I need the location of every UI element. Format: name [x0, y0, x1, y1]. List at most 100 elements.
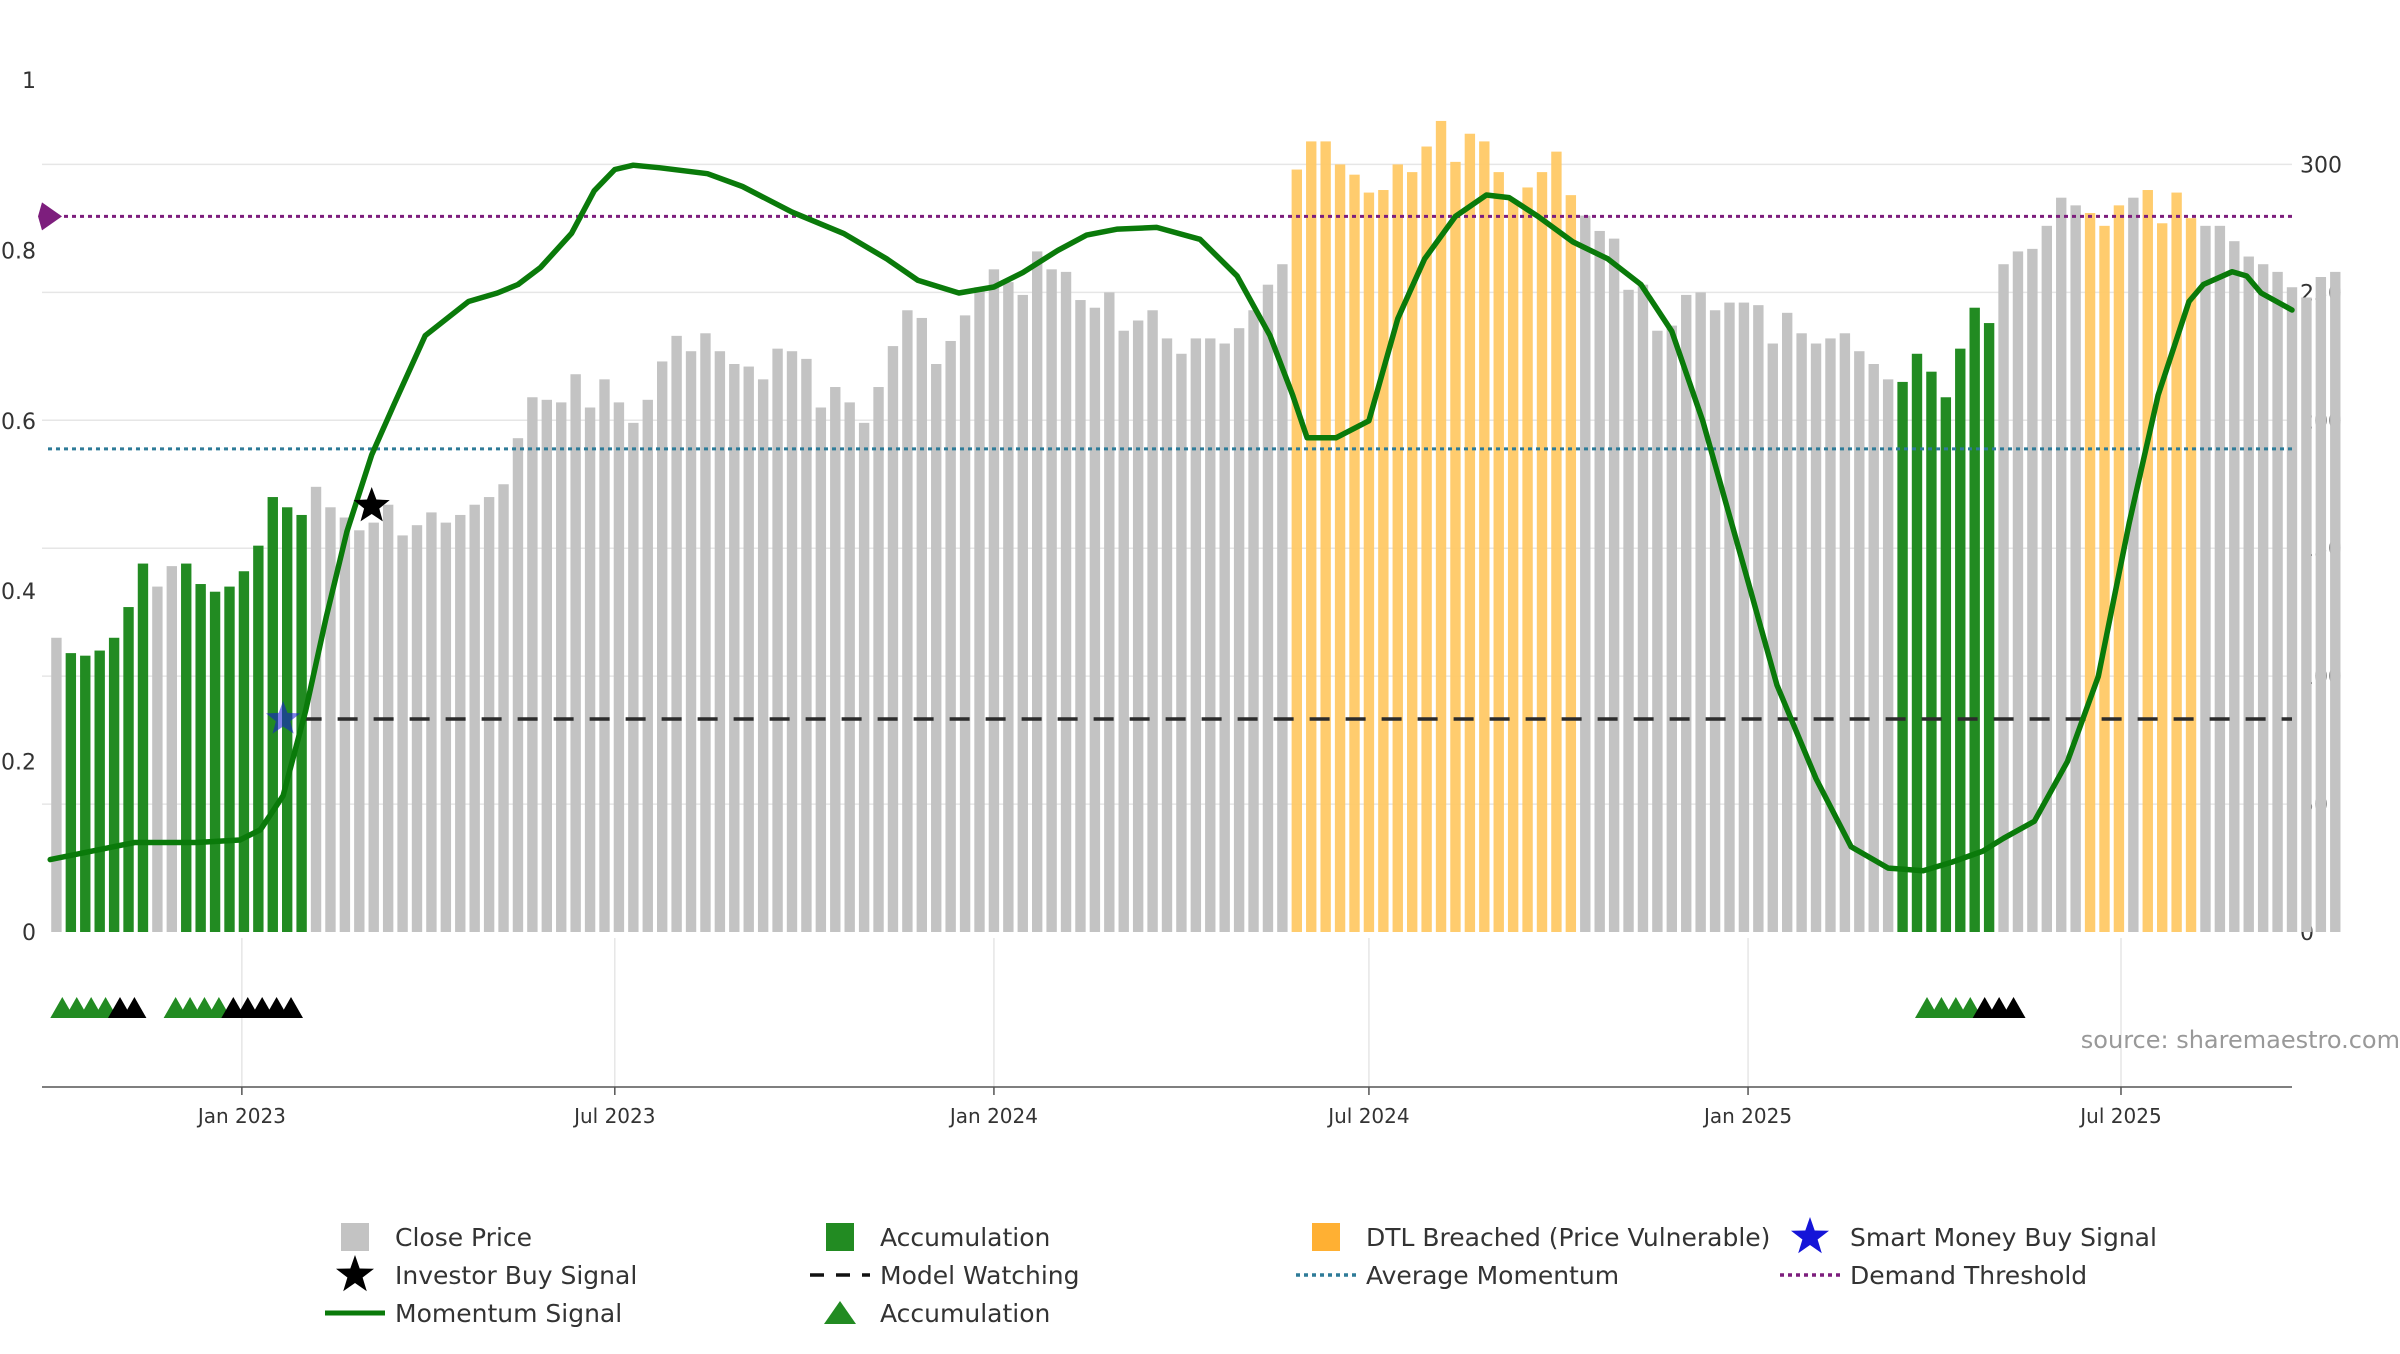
close-price-bar — [916, 317, 927, 933]
left-axis-tick-label: 0 — [22, 921, 36, 946]
source-label: source: sharemaestro.com — [2081, 1026, 2400, 1054]
close-price-bar — [1190, 338, 1202, 932]
accumulation-bar — [1955, 348, 1966, 932]
close-price-bar — [310, 486, 322, 932]
close-price-bar — [1017, 294, 1028, 932]
close-price-bar — [772, 348, 783, 932]
accumulation-bar — [181, 563, 192, 932]
close-price-bar — [556, 402, 567, 932]
x-axis-tick-label: Jul 2025 — [2078, 1104, 2161, 1128]
close-price-bar — [959, 315, 971, 932]
close-price-bar — [1594, 230, 1605, 932]
close-price-bar — [1623, 289, 1634, 933]
accumulation-triangle-black — [279, 997, 304, 1018]
smart-money-buy-signal-star — [266, 701, 301, 734]
close-price-bar — [2257, 264, 2269, 933]
close-price-bar — [1637, 284, 1649, 932]
accumulation-bar — [1897, 381, 1908, 932]
dtl-breached-bar — [1363, 192, 1375, 932]
dtl-breached-bar — [2142, 190, 2153, 933]
legend-item: Momentum Signal — [325, 1299, 622, 1328]
close-price-bar — [757, 379, 769, 933]
legend-label: DTL Breached (Price Vulnerable) — [1366, 1223, 1770, 1252]
close-price-bar — [1075, 300, 1086, 933]
close-price-bar — [426, 512, 437, 932]
accumulation-bar — [224, 586, 235, 932]
momentum-signal-line — [47, 162, 2295, 874]
accumulation-bar — [195, 584, 206, 932]
close-price-bar — [2315, 277, 2327, 932]
dtl-breached-bar — [2185, 218, 2197, 932]
close-price-bar — [440, 522, 452, 932]
legend-label: Smart Money Buy Signal — [1850, 1223, 2157, 1252]
legend-swatch-accumulation — [826, 1223, 854, 1251]
close-price-bar — [51, 637, 62, 932]
close-price-bar — [2272, 271, 2283, 932]
close-price-bar — [642, 399, 653, 932]
close-price-bar — [2243, 256, 2254, 932]
legend-item: Average Momentum — [1296, 1261, 1619, 1290]
close-price-bar — [2330, 271, 2341, 932]
close-price-bar — [2286, 287, 2298, 932]
close-price-bar — [339, 517, 351, 932]
left-axis-tick-label: 0.6 — [1, 410, 36, 435]
legend-swatch-dtl-breached — [1312, 1223, 1340, 1251]
close-price-bar — [628, 422, 639, 932]
dtl-breached-bar — [2084, 213, 2096, 932]
accumulation-markers — [50, 997, 2026, 1018]
accumulation-bar — [80, 655, 91, 932]
dtl-breached-bar — [1392, 164, 1403, 932]
close-price-bar — [1839, 333, 1851, 932]
x-axis-tick-label: Jan 2024 — [948, 1104, 1038, 1128]
close-price-bar — [1695, 292, 1706, 932]
close-price-bar — [729, 364, 740, 932]
dtl-breached-bar — [2171, 192, 2182, 932]
close-price-bar — [714, 351, 726, 932]
dtl-breached-bar — [1349, 174, 1360, 932]
close-price-bar — [584, 407, 596, 932]
dtl-breached-bar — [1479, 141, 1490, 933]
close-price-bar — [570, 374, 581, 932]
close-price-bar — [325, 507, 336, 932]
close-price-bar — [2200, 225, 2211, 933]
legend-label: Average Momentum — [1366, 1261, 1619, 1290]
close-price-bar — [1233, 328, 1245, 932]
close-price-bar — [1205, 338, 1216, 932]
dtl-breached-bar — [1334, 164, 1346, 932]
legend-label: Demand Threshold — [1850, 1261, 2087, 1290]
close-price-bar — [1580, 215, 1591, 932]
close-price-bar — [931, 364, 942, 932]
close-price-bar — [1724, 302, 1735, 932]
close-price-bar — [1681, 294, 1692, 932]
close-price-bar — [354, 530, 365, 932]
dtl-breached-bar — [1421, 146, 1432, 932]
close-price-bar — [483, 497, 495, 932]
close-price-bar — [801, 358, 812, 932]
investor-buy-signal-star — [353, 487, 390, 522]
close-price-bar — [1796, 333, 1807, 932]
legend-item: Model Watching — [810, 1261, 1080, 1290]
accumulation-bar — [94, 650, 105, 932]
close-price-bar — [2041, 225, 2052, 933]
close-price-bar — [1089, 307, 1101, 933]
close-price-bar — [1219, 343, 1230, 933]
accumulation-bar — [253, 545, 264, 932]
close-price-bar — [1262, 284, 1274, 932]
dtl-breached-bar — [1435, 120, 1447, 932]
close-price-bar — [815, 407, 827, 932]
close-price-bar — [2070, 205, 2081, 932]
close-price-bar — [974, 287, 985, 932]
dtl-breached-bar — [1378, 190, 1389, 933]
close-price-bar — [498, 484, 509, 932]
legend-swatch-close-price — [341, 1223, 369, 1251]
accumulation-bar — [209, 591, 221, 932]
left-axis-tick-label: 1 — [22, 69, 36, 94]
dtl-breached-bar — [1493, 172, 1504, 933]
legend-triangle-icon — [824, 1301, 856, 1324]
accumulation-bar — [1940, 397, 1952, 933]
close-price-bar — [2229, 241, 2240, 932]
close-price-bar — [685, 351, 697, 932]
close-price-bar — [1854, 351, 1865, 932]
close-price-bar — [1825, 338, 1836, 932]
